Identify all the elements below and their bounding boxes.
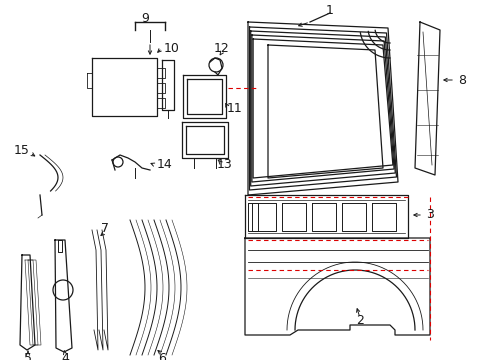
Text: 8: 8	[457, 73, 465, 86]
Text: 15: 15	[14, 144, 30, 157]
Text: 13: 13	[217, 158, 232, 171]
Text: 14: 14	[157, 158, 173, 171]
Text: 3: 3	[425, 208, 433, 221]
Text: 9: 9	[141, 12, 149, 24]
Text: 4: 4	[61, 351, 69, 360]
Text: 10: 10	[164, 41, 180, 54]
Text: 6: 6	[158, 351, 165, 360]
Text: 12: 12	[214, 41, 229, 54]
Text: 5: 5	[24, 351, 32, 360]
Text: 11: 11	[226, 102, 243, 114]
Text: 2: 2	[355, 314, 363, 327]
Text: 7: 7	[101, 221, 109, 234]
Text: 1: 1	[325, 4, 333, 17]
